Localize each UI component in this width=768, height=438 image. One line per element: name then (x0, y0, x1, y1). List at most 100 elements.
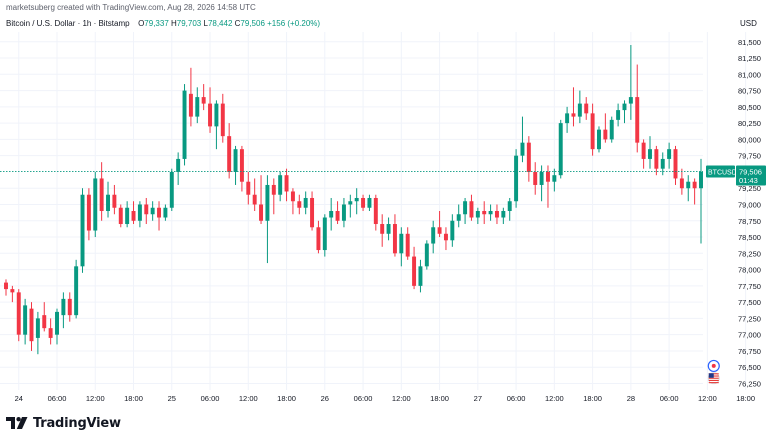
candle[interactable] (628, 45, 633, 120)
candle[interactable] (99, 162, 104, 221)
candle[interactable] (10, 285, 15, 303)
candle[interactable] (176, 152, 181, 185)
candle[interactable] (106, 181, 110, 218)
candle[interactable] (526, 136, 531, 182)
candle[interactable] (673, 145, 678, 185)
candle[interactable] (520, 116, 525, 163)
candle[interactable] (35, 311, 40, 355)
candle[interactable] (252, 178, 257, 211)
candle[interactable] (93, 171, 98, 238)
candle[interactable] (641, 139, 646, 169)
candle[interactable] (539, 165, 544, 202)
candle[interactable] (405, 227, 410, 260)
candle[interactable] (501, 207, 506, 225)
event-marker-icon[interactable] (707, 359, 720, 373)
candle[interactable] (67, 292, 72, 322)
candle[interactable] (679, 168, 684, 195)
candle[interactable] (239, 145, 244, 192)
candle[interactable] (329, 197, 334, 231)
candle[interactable] (380, 214, 385, 247)
candle[interactable] (208, 87, 213, 133)
candle[interactable] (660, 152, 665, 176)
candle[interactable] (169, 168, 174, 211)
candle[interactable] (475, 207, 480, 225)
candle[interactable] (635, 64, 640, 153)
candle[interactable] (246, 171, 251, 205)
candle[interactable] (418, 259, 423, 293)
candle[interactable] (316, 220, 321, 254)
candle[interactable] (112, 184, 117, 215)
candle[interactable] (354, 188, 359, 215)
candle[interactable] (494, 204, 499, 225)
candle[interactable] (456, 204, 461, 228)
candle[interactable] (699, 158, 703, 244)
candle[interactable] (392, 214, 397, 257)
candle[interactable] (265, 175, 270, 264)
candle[interactable] (55, 308, 59, 345)
candle[interactable] (654, 145, 659, 176)
candle[interactable] (648, 136, 652, 169)
candle[interactable] (584, 97, 589, 120)
candle[interactable] (616, 103, 621, 127)
us-flag-icon[interactable] (707, 372, 720, 385)
candle[interactable] (367, 194, 372, 211)
candle[interactable] (552, 168, 557, 192)
candle[interactable] (220, 93, 225, 143)
candle[interactable] (373, 194, 378, 231)
candles[interactable] (4, 45, 703, 355)
candle[interactable] (290, 188, 295, 215)
candle[interactable] (565, 106, 570, 133)
candle[interactable] (80, 188, 85, 273)
candle[interactable] (488, 204, 493, 221)
candle[interactable] (227, 123, 232, 179)
candle[interactable] (144, 197, 149, 225)
candle[interactable] (150, 201, 155, 221)
candle[interactable] (609, 116, 614, 143)
candle[interactable] (16, 289, 21, 342)
candle[interactable] (259, 175, 264, 225)
price-axis[interactable]: 81,500 81,250 81,000 80,750 80,500 80,250 80,0… (706, 38, 766, 389)
candle[interactable] (163, 204, 168, 221)
candle[interactable] (412, 246, 417, 290)
event-markers[interactable] (707, 359, 720, 385)
candle[interactable] (214, 100, 219, 150)
candle[interactable] (437, 211, 442, 238)
candle[interactable] (74, 259, 79, 319)
candle[interactable] (195, 87, 200, 124)
candle[interactable] (424, 240, 429, 270)
candle[interactable] (4, 279, 8, 296)
candle[interactable] (571, 87, 576, 127)
candle[interactable] (137, 201, 142, 228)
candle[interactable] (42, 302, 47, 332)
tradingview-brand[interactable]: TradingView (5, 412, 121, 434)
candle[interactable] (322, 214, 327, 257)
candle[interactable] (61, 292, 66, 329)
candle[interactable] (86, 188, 91, 241)
candle[interactable] (667, 142, 672, 169)
currency-label[interactable]: USD (740, 19, 757, 28)
candle[interactable] (692, 178, 697, 205)
candle[interactable] (514, 149, 519, 208)
candle[interactable] (399, 227, 404, 267)
candle[interactable] (310, 191, 315, 231)
candle[interactable] (622, 100, 627, 124)
candle[interactable] (507, 197, 512, 221)
candle[interactable] (297, 194, 302, 215)
candle[interactable] (443, 227, 448, 251)
candle[interactable] (284, 168, 289, 202)
candle[interactable] (29, 302, 34, 351)
candle[interactable] (271, 178, 276, 215)
candle[interactable] (201, 84, 206, 111)
candle[interactable] (278, 171, 283, 202)
candle[interactable] (463, 197, 468, 225)
candle[interactable] (533, 162, 538, 195)
candle[interactable] (48, 318, 53, 345)
candle[interactable] (118, 204, 123, 228)
candle[interactable] (386, 217, 391, 241)
candle[interactable] (188, 67, 193, 127)
candle[interactable] (303, 191, 308, 215)
candle[interactable] (469, 194, 474, 221)
candle[interactable] (597, 126, 601, 153)
